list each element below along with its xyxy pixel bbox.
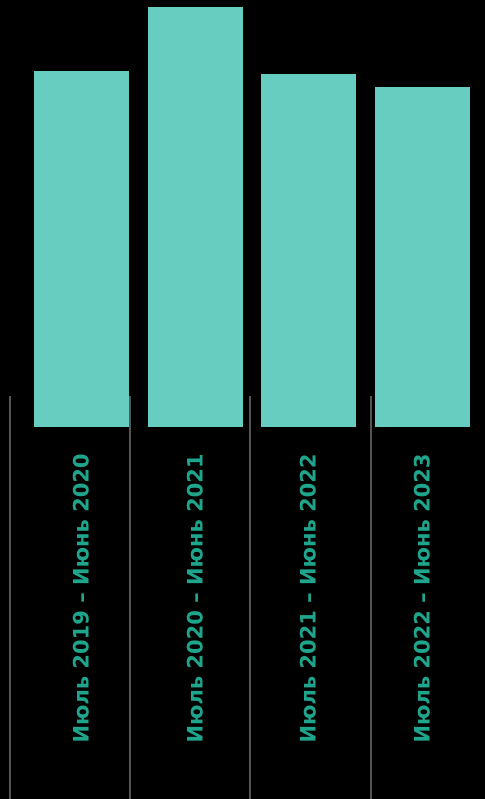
bar-2 [148, 7, 243, 427]
category-label-3: Июль 2021 – Июнь 2022 [297, 453, 321, 742]
bar-4 [375, 87, 470, 427]
category-label-4: Июль 2022 – Июнь 2023 [411, 453, 435, 742]
category-label-2: Июль 2020 – Июнь 2021 [184, 453, 208, 742]
bar-3 [261, 74, 356, 427]
bars-group [34, 7, 470, 427]
category-label-1: Июль 2019 – Июнь 2020 [70, 453, 94, 742]
dividers-group [9, 396, 372, 799]
bar-1 [34, 71, 129, 427]
category-labels-group: Июль 2019 – Июнь 2020 Июль 2020 – Июнь 20… [70, 453, 435, 742]
